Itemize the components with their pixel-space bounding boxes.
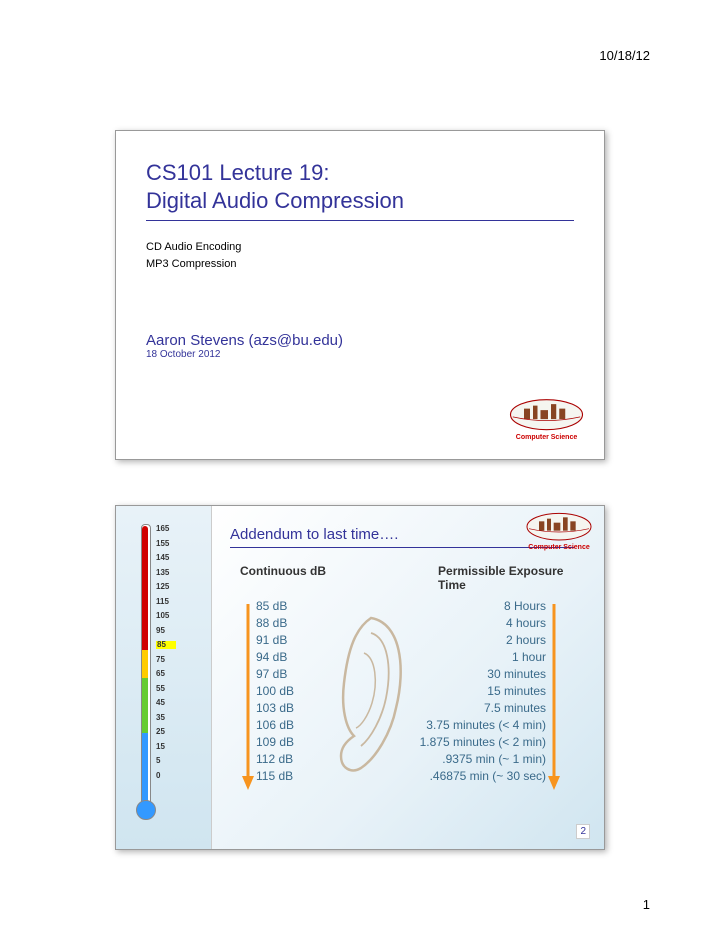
- dept-label-2: Computer Science: [524, 544, 594, 551]
- db-value: 109 dB: [256, 734, 316, 751]
- thermo-tick: 25: [156, 725, 176, 740]
- exposure-time: 1.875 minutes (< 2 min): [416, 734, 546, 751]
- thermo-tick: 145: [156, 551, 176, 566]
- thermo-tick: 65: [156, 667, 176, 682]
- header-date: 10/18/12: [599, 48, 650, 63]
- table-headers: Continuous dB Permissible Exposure Time: [240, 564, 592, 592]
- thermo-tick-value: 65: [156, 670, 174, 678]
- slide-title-text: CS101 Lecture 19: Digital Audio Compress…: [146, 159, 574, 214]
- page-number: 1: [643, 897, 650, 912]
- thermo-tick-value: 45: [156, 699, 174, 707]
- thermo-tick: 115: [156, 595, 176, 610]
- lecture-date: 18 October 2012: [146, 349, 574, 360]
- db-value: 88 dB: [256, 615, 316, 632]
- thermo-tick-value: 105: [156, 612, 174, 620]
- thermo-tick: 45: [156, 696, 176, 711]
- thermo-tick: 85: [156, 638, 176, 653]
- db-value: 112 dB: [256, 751, 316, 768]
- university-logo: [509, 398, 584, 432]
- thermo-tick: 35: [156, 711, 176, 726]
- db-value: 106 dB: [256, 717, 316, 734]
- dept-label: Computer Science: [509, 434, 584, 441]
- db-value: 91 dB: [256, 632, 316, 649]
- exposure-time: .9375 min (~ 1 min): [416, 751, 546, 768]
- db-value: 85 dB: [256, 598, 316, 615]
- author: Aaron Stevens (azs@bu.edu): [146, 332, 574, 349]
- subtopic-2: MP3 Compression: [146, 256, 574, 273]
- thermo-tick-value: 115: [156, 598, 174, 606]
- exposure-time: 1 hour: [416, 649, 546, 666]
- arrow-left: [240, 598, 256, 790]
- slide-title: CS101 Lecture 19: Digital Audio Compress…: [115, 130, 605, 460]
- thermo-tick-value: 85: [156, 641, 176, 649]
- thermometer-scale: 1651551451351251151059585756555453525155…: [156, 522, 176, 783]
- thermometer-icon: [134, 516, 156, 826]
- thermo-tick-value: 155: [156, 540, 174, 548]
- thermo-tick: 165: [156, 522, 176, 537]
- thermo-tick: 5: [156, 754, 176, 769]
- exposure-time: 2 hours: [416, 632, 546, 649]
- slide2-rule: [230, 547, 574, 548]
- ear-icon: [316, 598, 416, 788]
- thermo-tick: 95: [156, 624, 176, 639]
- exposure-time: .46875 min (~ 30 sec): [416, 768, 546, 785]
- thermo-tick-value: 165: [156, 525, 174, 533]
- thermo-tick-value: 5: [156, 757, 174, 765]
- thermo-tick: 55: [156, 682, 176, 697]
- thermo-tick: 15: [156, 740, 176, 755]
- thermo-tick-value: 0: [156, 772, 174, 780]
- exposure-time: 7.5 minutes: [416, 700, 546, 717]
- title-line1: CS101 Lecture 19:: [146, 160, 329, 185]
- exposure-time: 15 minutes: [416, 683, 546, 700]
- thermometer-column: 1651551451351251151059585756555453525155…: [116, 506, 212, 849]
- exposure-time: 8 Hours: [416, 598, 546, 615]
- title-rule: [146, 220, 574, 221]
- header-db: Continuous dB: [240, 564, 358, 592]
- thermo-tick-value: 25: [156, 728, 174, 736]
- thermo-tick-value: 75: [156, 656, 174, 664]
- time-column: 8 Hours4 hours2 hours1 hour30 minutes15 …: [416, 598, 546, 790]
- subtopic-1: CD Audio Encoding: [146, 239, 574, 256]
- thermo-tick-value: 125: [156, 583, 174, 591]
- ear-illustration: [316, 598, 416, 788]
- thermo-tick: 75: [156, 653, 176, 668]
- header-time: Permissible Exposure Time: [438, 564, 592, 592]
- thermo-tick: 105: [156, 609, 176, 624]
- slide2-content: Computer Science Addendum to last time….…: [212, 506, 604, 849]
- db-column: 85 dB88 dB91 dB94 dB97 dB100 dB103 dB106…: [256, 598, 316, 790]
- subtopics: CD Audio Encoding MP3 Compression: [146, 239, 574, 272]
- db-value: 115 dB: [256, 768, 316, 785]
- page: 10/18/12 CS101 Lecture 19: Digital Audio…: [0, 0, 720, 932]
- db-value: 94 dB: [256, 649, 316, 666]
- slide-number: 2: [576, 824, 590, 839]
- university-logo-block: Computer Science: [509, 398, 584, 441]
- thermo-tick: 125: [156, 580, 176, 595]
- thermo-tick-value: 55: [156, 685, 174, 693]
- exposure-time: 4 hours: [416, 615, 546, 632]
- thermo-tick: 155: [156, 537, 176, 552]
- slide-addendum: 1651551451351251151059585756555453525155…: [115, 505, 605, 850]
- exposure-table: 85 dB88 dB91 dB94 dB97 dB100 dB103 dB106…: [240, 598, 592, 790]
- university-logo-2: [524, 512, 594, 542]
- thermo-tick-value: 95: [156, 627, 174, 635]
- db-value: 97 dB: [256, 666, 316, 683]
- exposure-time: 3.75 minutes (< 4 min): [416, 717, 546, 734]
- title-line2: Digital Audio Compression: [146, 188, 404, 213]
- thermo-tick-value: 135: [156, 569, 174, 577]
- thermo-tick-value: 15: [156, 743, 174, 751]
- thermo-tick: 135: [156, 566, 176, 581]
- university-logo-block-2: Computer Science: [524, 512, 594, 551]
- thermo-tick-value: 145: [156, 554, 174, 562]
- thermo-tick-value: 35: [156, 714, 174, 722]
- db-value: 100 dB: [256, 683, 316, 700]
- exposure-time: 30 minutes: [416, 666, 546, 683]
- arrow-right: [546, 598, 562, 790]
- db-value: 103 dB: [256, 700, 316, 717]
- thermo-tick: 0: [156, 769, 176, 784]
